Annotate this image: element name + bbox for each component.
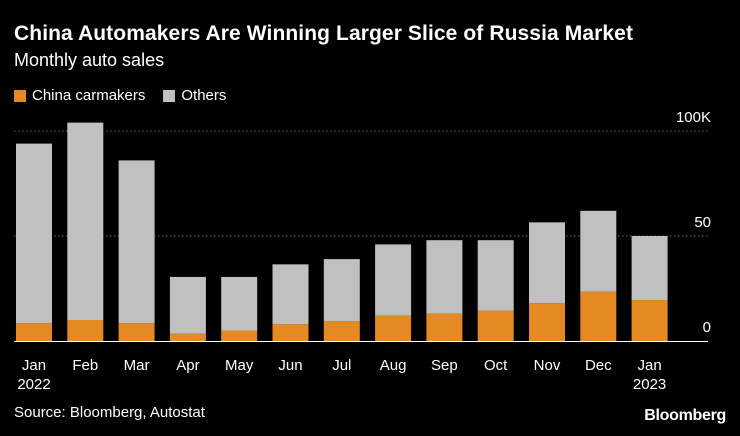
bar-china — [580, 291, 617, 341]
x-tick-label: Dec — [585, 357, 612, 374]
bar-china — [118, 323, 155, 341]
bar-china — [169, 333, 206, 341]
x-tick-label: Feb — [72, 357, 98, 374]
legend-item-others: Others — [163, 87, 226, 104]
bar-others — [67, 122, 104, 320]
x-tick-label: Oct — [484, 357, 508, 374]
x-tick-label: May — [225, 357, 254, 374]
bar-others — [118, 160, 155, 324]
x-tick-label: Jan — [22, 357, 46, 374]
bar-others — [529, 222, 565, 304]
y-tick-label: 0 — [703, 319, 711, 336]
chart-title: China Automakers Are Winning Larger Slic… — [14, 22, 634, 45]
bar-others — [323, 259, 360, 322]
bar-others — [477, 240, 514, 311]
chart-subtitle: Monthly auto sales — [14, 50, 165, 70]
bar-others — [169, 276, 206, 334]
bar-china — [67, 320, 104, 341]
bar-others — [16, 143, 52, 324]
bar-others — [272, 264, 309, 325]
bar-china — [375, 315, 412, 341]
x-tick-label: Sep — [431, 357, 458, 374]
x-tick-year-label: 2022 — [17, 376, 50, 393]
legend-swatch-china — [14, 89, 26, 102]
bar-china — [323, 321, 360, 341]
bar-china — [272, 324, 309, 341]
source-note: Source: Bloomberg, Autostat — [14, 404, 205, 421]
bar-china — [426, 313, 463, 341]
bar-china — [477, 310, 514, 341]
bar-others — [426, 240, 463, 314]
bar-china — [631, 300, 668, 341]
bloomberg-logo: Bloomberg — [644, 407, 726, 424]
legend-item-china: China carmakers — [14, 87, 145, 104]
x-tick-label: Aug — [380, 357, 407, 374]
x-tick-label: Jun — [278, 357, 302, 374]
bar-others — [580, 210, 617, 292]
x-tick-year-label: 2023 — [633, 376, 666, 393]
bar-china — [221, 330, 258, 341]
legend-label-china: China carmakers — [32, 87, 146, 104]
x-tick-label: Mar — [124, 357, 150, 374]
legend: China carmakers Others — [14, 87, 244, 104]
x-tick-label: Jan — [638, 357, 662, 374]
legend-swatch-others — [163, 89, 176, 102]
x-tick-label: Jul — [332, 357, 351, 374]
y-tick-label: 50 — [694, 214, 711, 231]
x-tick-label: Apr — [176, 357, 199, 374]
y-tick-label: 100K — [676, 109, 711, 126]
x-tick-label: Nov — [534, 357, 561, 374]
bar-china — [16, 323, 52, 341]
legend-label-others: Others — [181, 87, 227, 104]
bar-china — [529, 303, 565, 341]
bar-others — [221, 276, 258, 331]
bar-others — [375, 244, 412, 316]
bar-others — [631, 236, 668, 301]
